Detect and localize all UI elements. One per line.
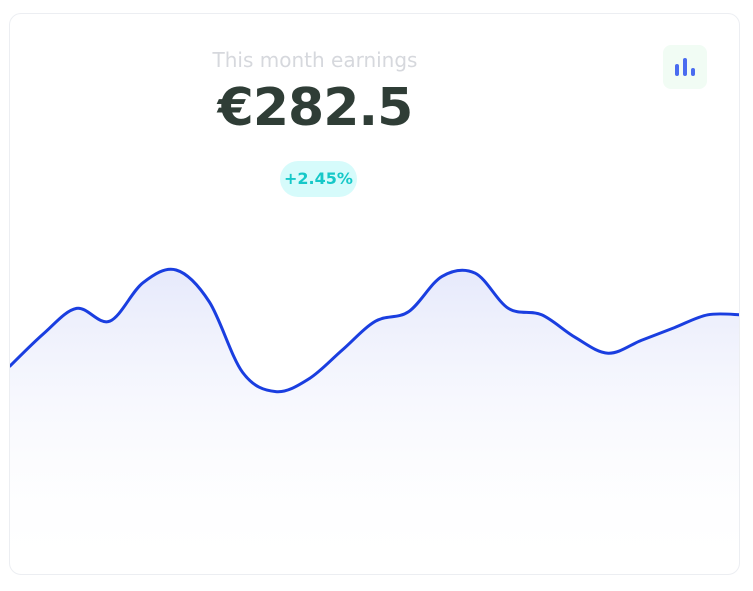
chart-line xyxy=(10,267,739,394)
card-subtitle: This month earnings xyxy=(212,48,418,72)
earnings-card: This month earnings €282.5 +2.45% xyxy=(9,13,740,575)
chart-toggle-button[interactable] xyxy=(663,45,707,89)
icon-bar xyxy=(683,58,687,76)
icon-bar xyxy=(675,64,679,76)
icon-bar xyxy=(691,68,695,76)
earnings-amount: €282.5 xyxy=(217,78,414,138)
chart-area xyxy=(10,269,739,574)
change-badge: +2.45% xyxy=(280,161,357,197)
earnings-chart xyxy=(10,267,739,574)
